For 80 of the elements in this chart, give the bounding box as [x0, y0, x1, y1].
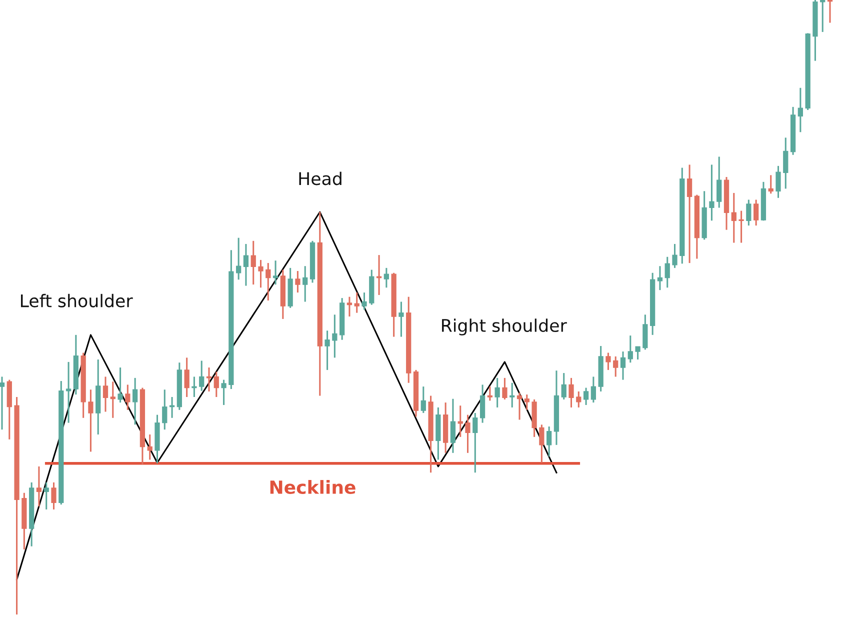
candlestick — [362, 292, 367, 310]
candlestick — [250, 240, 256, 286]
candlestick — [214, 371, 219, 398]
candlestick — [524, 394, 530, 411]
candlestick — [590, 376, 596, 404]
candlestick — [472, 412, 478, 474]
candlestick — [576, 390, 582, 408]
candlestick — [494, 377, 500, 408]
candlestick — [606, 352, 611, 371]
candlestick — [132, 377, 138, 426]
annotation: Head — [299, 172, 342, 186]
candlestick — [738, 210, 744, 244]
candlestick — [568, 377, 574, 408]
candlestick — [221, 379, 226, 406]
candlestick — [420, 386, 426, 414]
candlestick — [642, 314, 648, 350]
candlestick — [628, 334, 633, 364]
candlestick — [332, 314, 338, 358]
candlestick — [0, 376, 5, 430]
candlestick — [272, 260, 278, 286]
candlestick — [820, 0, 826, 33]
candlestick — [502, 377, 508, 400]
candlestick — [147, 434, 152, 460]
candlestick — [480, 384, 486, 424]
candlestick — [458, 404, 463, 438]
candlestick — [731, 192, 736, 244]
candlestick — [302, 265, 308, 303]
candlestick — [561, 372, 566, 400]
candlestick — [110, 380, 116, 419]
candlestick — [199, 360, 204, 392]
candlestick — [398, 300, 404, 338]
candlestick — [798, 87, 803, 133]
candlestick — [346, 296, 352, 318]
candlestick — [258, 259, 264, 288]
candlestick — [657, 265, 663, 291]
candlestick — [709, 164, 714, 222]
candlestick — [510, 382, 515, 408]
series-label: Neckline — [270, 480, 356, 494]
candlestick — [266, 262, 271, 302]
candlestick — [51, 482, 56, 510]
candlestick — [162, 388, 168, 430]
candlestick — [192, 376, 197, 398]
candlestick — [783, 136, 788, 190]
candlestick — [539, 424, 544, 464]
candlestick — [354, 292, 360, 314]
candlestick — [686, 164, 692, 264]
candlestick — [184, 356, 190, 398]
candlestick — [324, 330, 330, 371]
candlestick — [236, 237, 242, 280]
candlestick — [827, 0, 833, 24]
candlestick — [746, 198, 752, 226]
candlestick — [754, 198, 759, 226]
candlestick — [768, 174, 774, 194]
candlestick — [125, 384, 130, 411]
candlestick — [776, 165, 781, 199]
candlestick — [620, 350, 626, 381]
candlestick — [44, 482, 49, 510]
candlestick — [635, 346, 640, 360]
candlestick — [118, 366, 123, 404]
candlestick — [36, 466, 42, 508]
candlestick — [66, 361, 72, 424]
candlestick — [516, 392, 522, 420]
candlestick — [102, 376, 108, 413]
candlestick — [613, 356, 618, 378]
candlestick — [546, 426, 552, 458]
candlestick — [450, 398, 456, 454]
candlestick — [716, 156, 722, 208]
candlestick — [243, 243, 249, 287]
annotation: Right shoulder — [442, 318, 567, 336]
candlestick — [206, 366, 212, 392]
candlestick — [384, 267, 389, 288]
candlestick — [376, 254, 382, 296]
candlestick — [465, 414, 470, 454]
candlestick — [583, 387, 589, 406]
candlestick — [295, 270, 300, 294]
candlestick — [672, 243, 678, 269]
annotation: Left shoulder — [20, 294, 133, 308]
candlestick — [664, 256, 670, 288]
candlestick — [487, 386, 492, 402]
candlestick — [88, 388, 94, 452]
